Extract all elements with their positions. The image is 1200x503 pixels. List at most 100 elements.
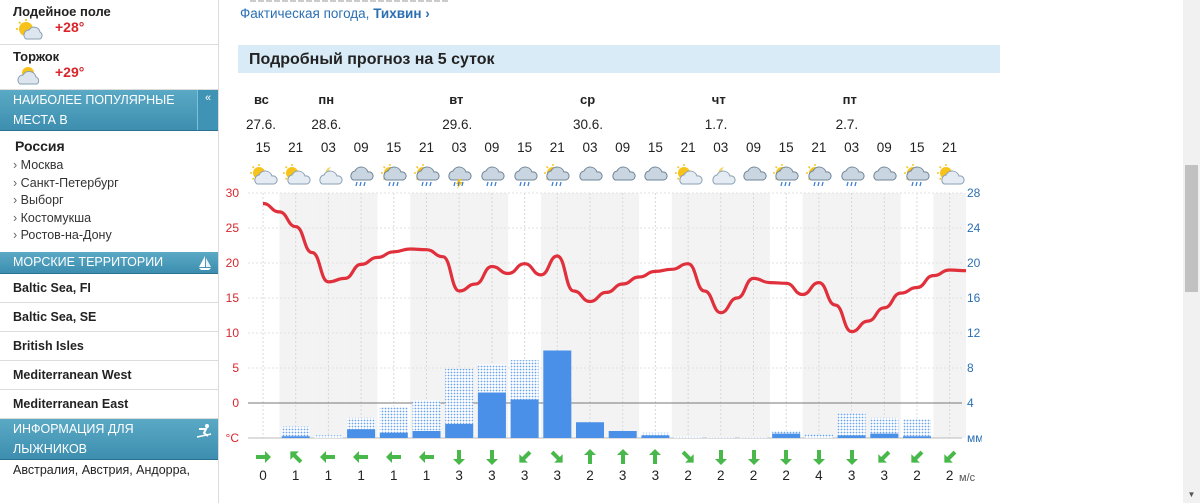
day-date: 2.7. <box>835 117 859 132</box>
forecast-hour: 09 <box>615 140 631 155</box>
cloud-icon <box>873 166 897 181</box>
ski-info-header[interactable]: Информация для лыжников <box>0 418 218 460</box>
forecast-hour: 09 <box>745 140 762 155</box>
wind-speed: 0 <box>259 468 267 483</box>
precip-bar <box>772 433 801 438</box>
precip-bar <box>576 422 604 438</box>
scrollbar-thumb[interactable] <box>1185 165 1198 292</box>
precip-axis-tick: 24 <box>967 221 981 235</box>
wind-speed: 2 <box>586 468 594 483</box>
ski-countries-text[interactable]: Австралия, Австрия, Андорра, <box>13 462 190 477</box>
precip-bar <box>641 435 670 438</box>
forecast-title: Подробный прогноз на 5 суток <box>238 45 1000 73</box>
wind-speed: 1 <box>422 468 431 483</box>
sea-link[interactable]: Baltic Sea, FI <box>0 274 218 303</box>
wind-speed: 2 <box>782 468 790 483</box>
precip-bar <box>837 435 866 438</box>
forecast-hour: 15 <box>647 140 663 155</box>
actual-weather-link[interactable]: Фактическая погода, Тихвин › <box>240 6 430 21</box>
sun-cloud-icon <box>282 164 311 185</box>
temperature-axis-tick: 0 <box>232 396 239 410</box>
wind-arrow-icon <box>649 449 662 464</box>
thunder-icon <box>448 166 472 189</box>
forecast-hour: 21 <box>680 140 696 155</box>
city-name[interactable]: Лодейное поле <box>13 4 111 19</box>
rain-cloud-icon <box>350 166 374 187</box>
sea-territories-title: Морские территории <box>13 254 164 269</box>
day-name: пн <box>318 92 335 107</box>
forecast-chart: 30 25 20 15 10 5 0 °C 28 24 20 16 12 8 4 мм <box>226 186 982 445</box>
place-link[interactable]: Санкт-Петербург <box>13 175 218 193</box>
sidebar: Лодейное поле +28° Торжок +29° Наиболее … <box>0 0 219 503</box>
city-name[interactable]: Торжок <box>13 49 60 64</box>
rain-cloud-icon <box>840 166 865 187</box>
sea-link[interactable]: Mediterranean West <box>0 361 218 390</box>
wind-arrow-icon <box>550 450 563 463</box>
sun-rain-icon <box>904 164 930 187</box>
wind-speed: 2 <box>913 468 921 483</box>
temperature-axis-tick: 5 <box>232 361 239 375</box>
precip-axis-tick: мм <box>967 431 982 445</box>
place-link[interactable]: Ростов-на-Дону <box>13 227 218 245</box>
temperature-axis-tick: 15 <box>226 291 240 305</box>
sea-link[interactable]: Baltic Sea, SE <box>0 303 218 332</box>
sea-link[interactable]: Mediterranean East <box>0 390 218 419</box>
forecast-hour: 09 <box>353 140 369 155</box>
place-link[interactable]: Москва <box>13 157 218 175</box>
wind-speed: 3 <box>553 468 562 483</box>
day-date: 27.6. <box>246 117 277 132</box>
forecast-hour: 15 <box>517 140 533 155</box>
sun-cloud-icon <box>16 19 43 40</box>
city-link[interactable]: Тихвин › <box>373 6 430 21</box>
wind-arrow-icon <box>616 449 629 464</box>
place-link[interactable]: Выборг <box>13 192 218 210</box>
wind-arrow-icon <box>714 450 727 465</box>
precip-bar-possible <box>314 435 343 438</box>
forecast-hour: 03 <box>451 140 467 155</box>
ski-info-title: Информация для лыжников <box>13 421 134 456</box>
wind-speed: 2 <box>684 468 692 483</box>
forecast-hour: 21 <box>288 140 304 155</box>
sun-rain-icon <box>773 164 799 187</box>
wind-arrow-icon <box>944 450 957 463</box>
day-name: вт <box>449 92 464 107</box>
clipped-text-line <box>250 0 450 2</box>
wind-speed: 3 <box>880 468 889 483</box>
cloud-moon-icon <box>712 167 736 185</box>
scroll-down-arrow-icon[interactable]: ▼ <box>1187 490 1196 499</box>
forecast-hour: 21 <box>942 140 958 155</box>
wind-speed: 3 <box>847 468 856 483</box>
forecast-hour: 21 <box>549 140 565 155</box>
wind-arrow-icon <box>911 450 924 463</box>
wind-arrow-icon <box>584 449 596 464</box>
forecast-hour: 15 <box>778 140 794 155</box>
sailboat-icon <box>199 255 211 270</box>
wind-arrow-icon <box>385 451 401 463</box>
forecast-hour: 15 <box>255 140 271 155</box>
popular-places-header[interactable]: Наиболее популярные места в « <box>0 90 218 131</box>
precip-bar-possible <box>674 436 703 438</box>
sea-territories-header[interactable]: Морские территории <box>0 251 218 274</box>
wind-speed: 1 <box>324 468 333 483</box>
country-label: Россия <box>15 138 65 154</box>
precip-bar <box>445 424 474 438</box>
city-card[interactable]: Лодейное поле +28° <box>0 0 218 45</box>
precip-axis-tick: 12 <box>967 326 981 340</box>
actual-weather-label: Фактическая погода, <box>240 6 370 21</box>
cloud-icon <box>612 166 636 181</box>
forecast-hour: 15 <box>386 140 402 155</box>
day-date: 30.6. <box>573 117 604 132</box>
cloud-icon <box>644 166 668 181</box>
collapse-chevron-icon[interactable]: « <box>197 90 218 130</box>
wind-arrow-icon <box>353 451 369 463</box>
wind-arrow-icon <box>256 451 271 463</box>
wind-speed: 3 <box>520 468 529 483</box>
sea-link[interactable]: British Isles <box>0 332 218 361</box>
precip-bar-possible <box>281 426 310 438</box>
sun-rain-icon <box>380 164 407 187</box>
precip-axis-tick: 20 <box>967 256 981 270</box>
place-link[interactable]: Костомукша <box>13 210 218 228</box>
wind-arrow-icon <box>453 450 466 465</box>
wind-speed: 2 <box>717 468 725 483</box>
city-card[interactable]: Торжок +29° <box>0 45 218 90</box>
